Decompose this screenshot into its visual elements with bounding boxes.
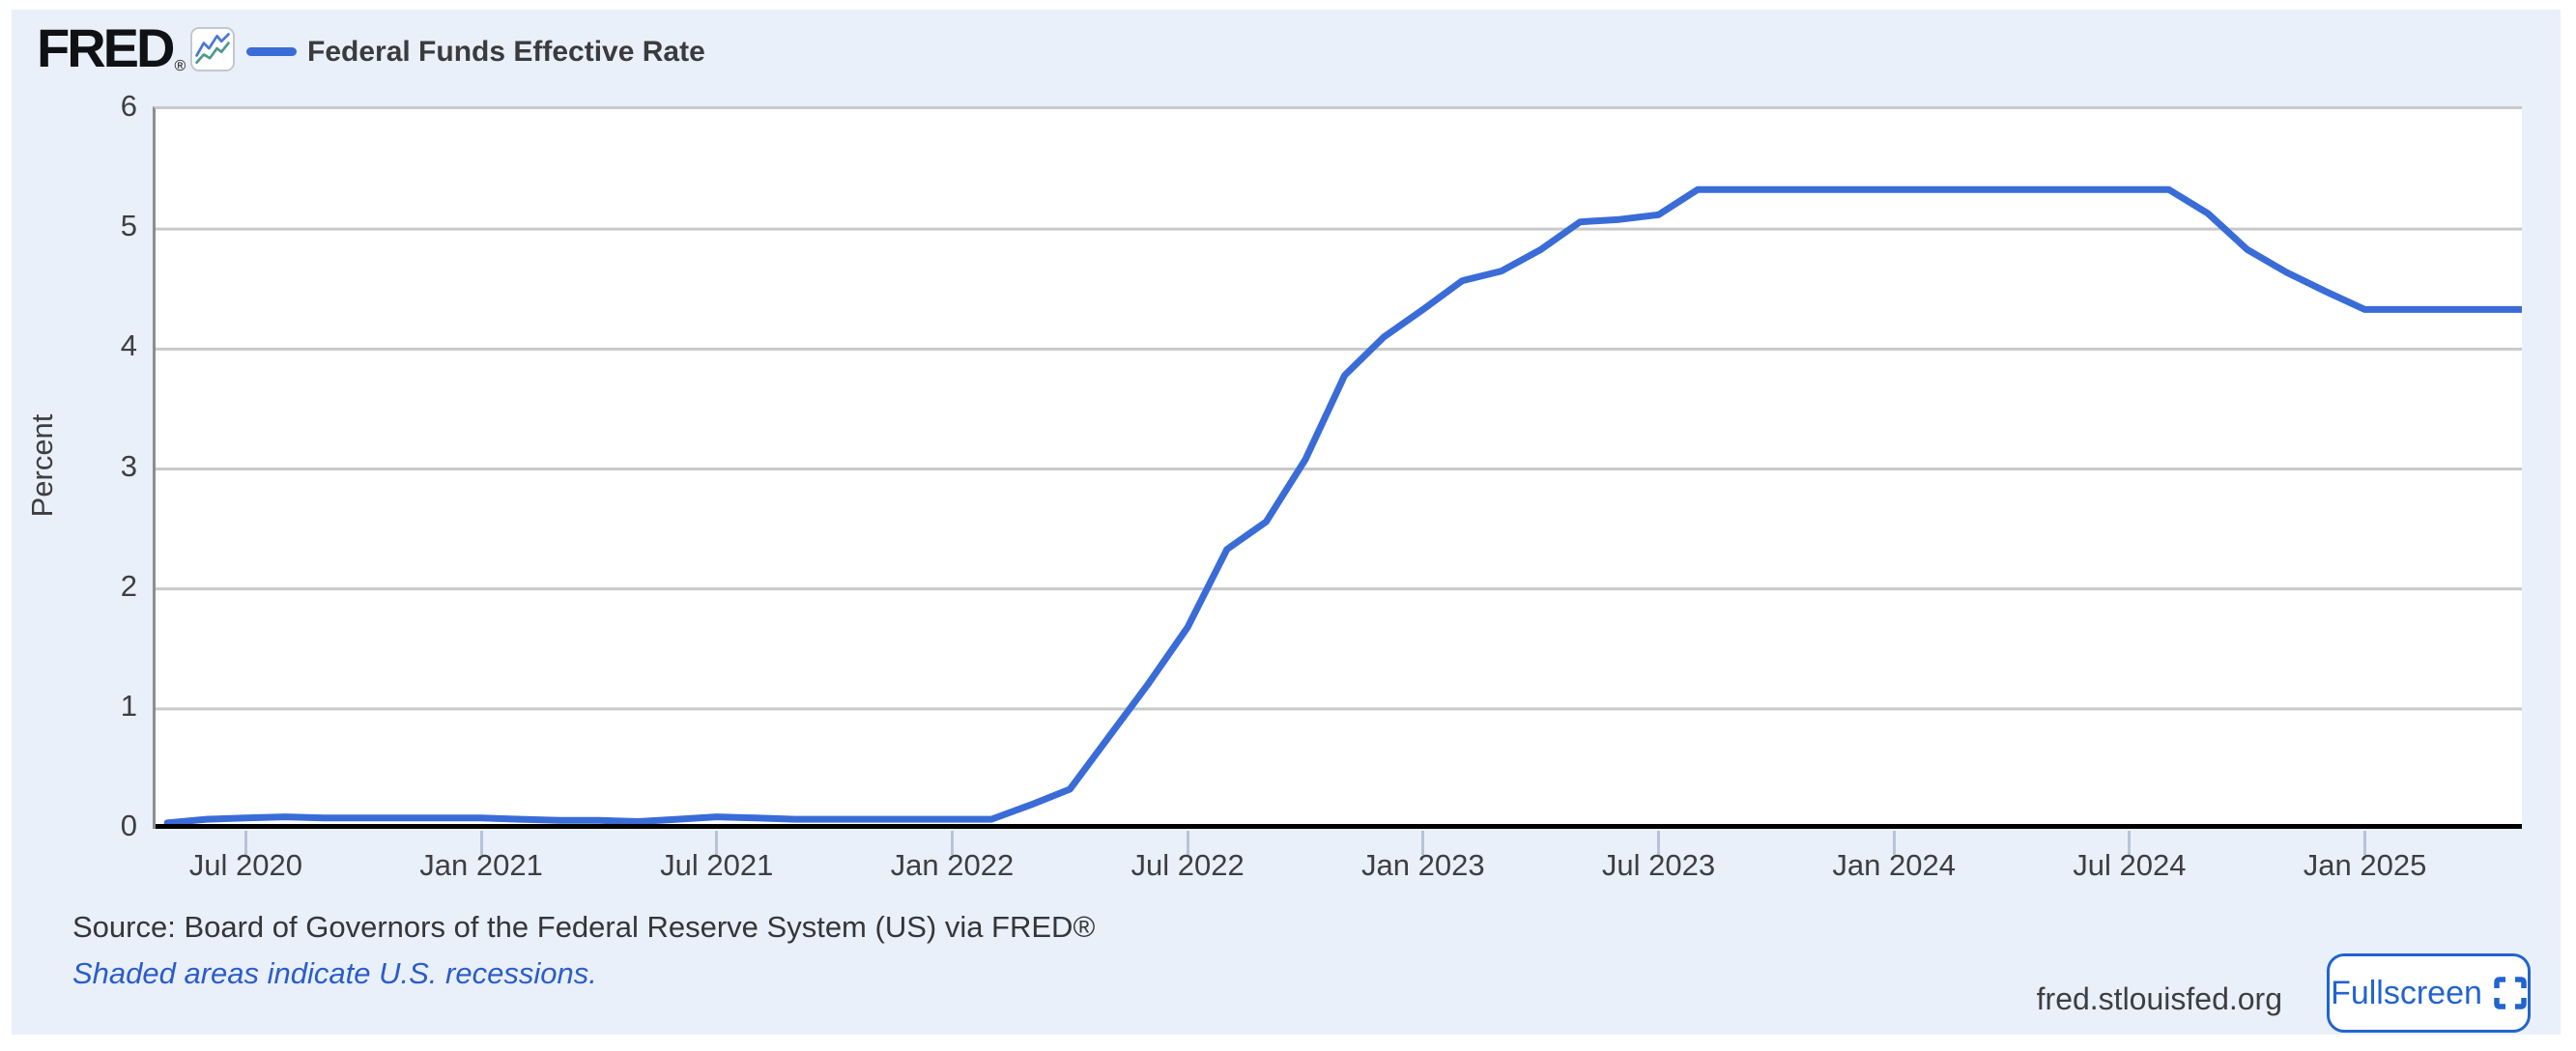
x-tick-mark: [2128, 831, 2132, 855]
x-tick-mark: [2363, 831, 2367, 855]
x-tick-mark: [950, 831, 954, 855]
x-tick-label: Jan 2023: [1361, 848, 1485, 882]
site-label: fred.stlouisfed.org: [2036, 981, 2282, 1016]
x-tick-mark: [243, 831, 247, 855]
y-tick-label-0: 0: [120, 809, 137, 842]
x-tick-label: Jul 2020: [188, 848, 303, 882]
x-tick-label: Jan 2021: [419, 848, 543, 882]
series-line: [163, 185, 2526, 827]
y-tick-label-5: 5: [120, 209, 137, 243]
x-tick-mark: [479, 831, 483, 855]
fullscreen-button-label: Fullscreen: [2331, 975, 2482, 1011]
chart-canvas: [156, 185, 2526, 829]
sparkline-icon-graphic: [195, 33, 230, 65]
x-tick-label: Jan 2025: [2303, 848, 2427, 882]
x-tick-label: Jul 2022: [1131, 848, 1245, 882]
y-tick-label-4: 4: [120, 328, 137, 363]
y-tick-label-3: 3: [120, 448, 137, 483]
fullscreen-expand-icon: [2494, 977, 2527, 1009]
fred-logo-text: FRED: [37, 17, 175, 78]
y-axis-title: Percent: [25, 413, 59, 518]
x-tick-mark: [715, 831, 719, 855]
fullscreen-button[interactable]: Fullscreen: [2327, 953, 2531, 1033]
fred-sparkline-icon: [190, 27, 235, 71]
y-tick-label-6: 6: [120, 89, 137, 123]
x-tick-label: Jul 2021: [660, 848, 774, 882]
x-tick-label: Jul 2023: [1601, 848, 1716, 882]
x-tick-label: Jul 2024: [2073, 848, 2187, 882]
x-tick-mark: [1421, 831, 1425, 855]
fred-logo[interactable]: FRED ®: [37, 21, 186, 90]
x-tick-mark: [1186, 831, 1189, 855]
x-tick-label: Jan 2024: [1832, 848, 1956, 882]
registered-trademark-mark: ®: [174, 58, 186, 74]
y-tick-label-2: 2: [120, 568, 137, 603]
x-tick-mark: [1657, 831, 1660, 855]
y-tick-label-1: 1: [120, 688, 137, 723]
x-tick-label: Jan 2022: [890, 848, 1015, 882]
recession-note-link[interactable]: Shaded areas indicate U.S. recessions.: [72, 956, 597, 990]
legend-line-swatch: [246, 47, 297, 56]
source-text: Source: Board of Governors of the Federa…: [72, 910, 1096, 944]
legend-series-label[interactable]: Federal Funds Effective Rate: [307, 36, 705, 68]
plot-area[interactable]: [153, 106, 2526, 829]
x-tick-mark: [1892, 831, 1896, 855]
